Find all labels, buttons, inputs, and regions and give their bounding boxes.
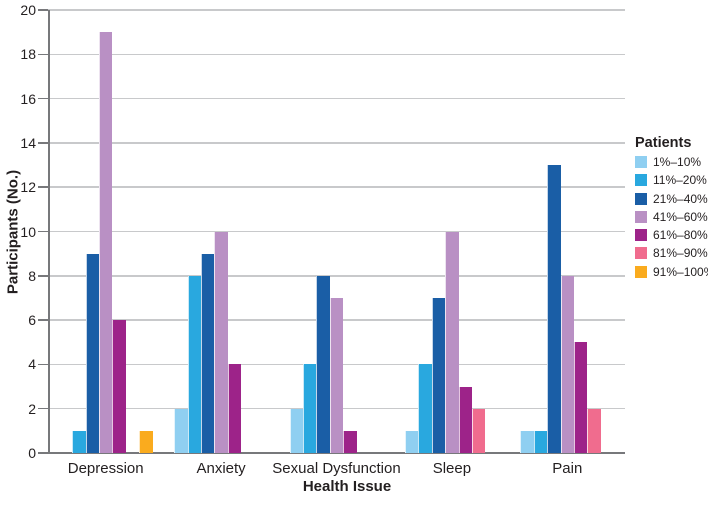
y-tick	[38, 452, 48, 454]
y-tick-label: 18	[20, 46, 36, 63]
y-tick	[38, 407, 48, 410]
gridline	[48, 275, 625, 277]
bar-depression-series-3	[99, 32, 113, 453]
legend: Patients 1%–10% 11%–20% 21%–40% 41%–60% 61%–…	[635, 134, 708, 284]
bar-depression-series-4	[112, 320, 126, 453]
y-tick-label: 6	[28, 312, 36, 329]
bar-anxiety-series-1	[187, 275, 201, 453]
bar-anxiety-series-0	[174, 408, 188, 453]
y-tick	[38, 230, 48, 233]
gridline	[48, 53, 625, 56]
bar-sexual-dysfunction-series-4	[343, 430, 357, 453]
gridline	[48, 97, 625, 100]
bar-pain-series-2	[547, 165, 561, 453]
legend-item: 61%–80%	[635, 228, 708, 243]
bar-sleep-series-3	[445, 231, 459, 453]
legend-label: 91%–100%	[653, 264, 708, 279]
category-label: Depression	[67, 460, 144, 477]
y-tick	[38, 275, 48, 277]
bar-sleep-series-4	[458, 386, 472, 453]
bar-anxiety-series-4	[227, 364, 242, 453]
legend-item: 1%–10%	[635, 156, 708, 168]
legend-swatch	[635, 210, 647, 223]
y-tick-label: 14	[20, 134, 36, 151]
x-axis-title: Health Issue	[302, 478, 392, 495]
bar-pain-series-0	[520, 430, 534, 453]
bar-pain-series-5	[587, 408, 601, 453]
legend-title: Patients	[635, 135, 692, 151]
legend-label: 41%–60%	[653, 209, 708, 224]
legend-swatch	[635, 229, 647, 242]
y-tick-label: 10	[20, 223, 36, 240]
legend-item: 91%–100%	[635, 264, 708, 279]
y-tick	[38, 363, 48, 366]
bar-sleep-series-2	[431, 297, 446, 453]
bar-sleep-series-0	[405, 430, 419, 453]
legend-swatch	[635, 192, 647, 205]
y-tick-label: 4	[28, 356, 36, 373]
gridline	[48, 9, 625, 11]
bar-sexual-dysfunction-series-1	[303, 364, 317, 453]
legend-label: 1%–10%	[653, 155, 702, 169]
bar-pain-series-4	[574, 342, 588, 453]
legend-label: 21%–40%	[653, 191, 708, 206]
y-tick	[38, 97, 48, 100]
bar-depression-series-2	[85, 253, 99, 453]
y-tick	[38, 53, 48, 56]
legend-swatch	[635, 265, 647, 278]
bar-sleep-series-1	[418, 364, 432, 453]
category-label: Sleep	[432, 460, 472, 477]
bar-depression-series-1	[72, 430, 86, 453]
bar-depression-series-6	[139, 430, 153, 453]
y-tick	[38, 319, 48, 321]
y-tick-label: 0	[28, 445, 36, 461]
y-tick	[38, 186, 48, 188]
y-axis-line	[48, 10, 50, 454]
y-tick-label: 12	[20, 179, 36, 196]
bar-pain-series-3	[560, 275, 574, 453]
y-tick-label: 16	[20, 90, 36, 107]
legend-swatch	[635, 174, 647, 187]
category-label: Pain	[552, 460, 583, 477]
bar-anxiety-series-2	[201, 253, 215, 453]
gridline	[48, 186, 625, 188]
category-label: Anxiety	[196, 460, 246, 477]
y-tick	[38, 142, 48, 144]
gridline	[48, 142, 625, 144]
y-tick-label: 20	[20, 2, 36, 18]
x-axis-line	[48, 452, 625, 454]
legend-item: 21%–40%	[635, 191, 708, 206]
legend-swatch	[635, 156, 647, 168]
legend-label: 61%–80%	[653, 228, 708, 243]
bar-anxiety-series-3	[214, 231, 228, 453]
gridline	[48, 230, 625, 233]
y-tick-label: 2	[28, 400, 36, 417]
y-tick-label: 8	[28, 267, 36, 284]
category-label: Sexual Dysfunction	[272, 460, 401, 477]
y-tick	[38, 9, 48, 11]
bar-sexual-dysfunction-series-2	[316, 275, 330, 453]
legend-item: 41%–60%	[635, 209, 708, 224]
bar-sleep-series-5	[472, 408, 486, 453]
legend-swatch	[635, 247, 647, 260]
bar-pain-series-1	[533, 430, 548, 453]
legend-label: 11%–20%	[653, 173, 707, 188]
legend-label: 81%–90%	[653, 246, 708, 261]
legend-item: 11%–20%	[635, 173, 708, 188]
legend-items: 1%–10% 11%–20% 21%–40% 41%–60% 61%–80% 81%–90…	[635, 156, 708, 278]
bar-sexual-dysfunction-series-3	[329, 297, 344, 453]
legend-item: 81%–90%	[635, 246, 708, 261]
bar-sexual-dysfunction-series-0	[289, 408, 303, 453]
